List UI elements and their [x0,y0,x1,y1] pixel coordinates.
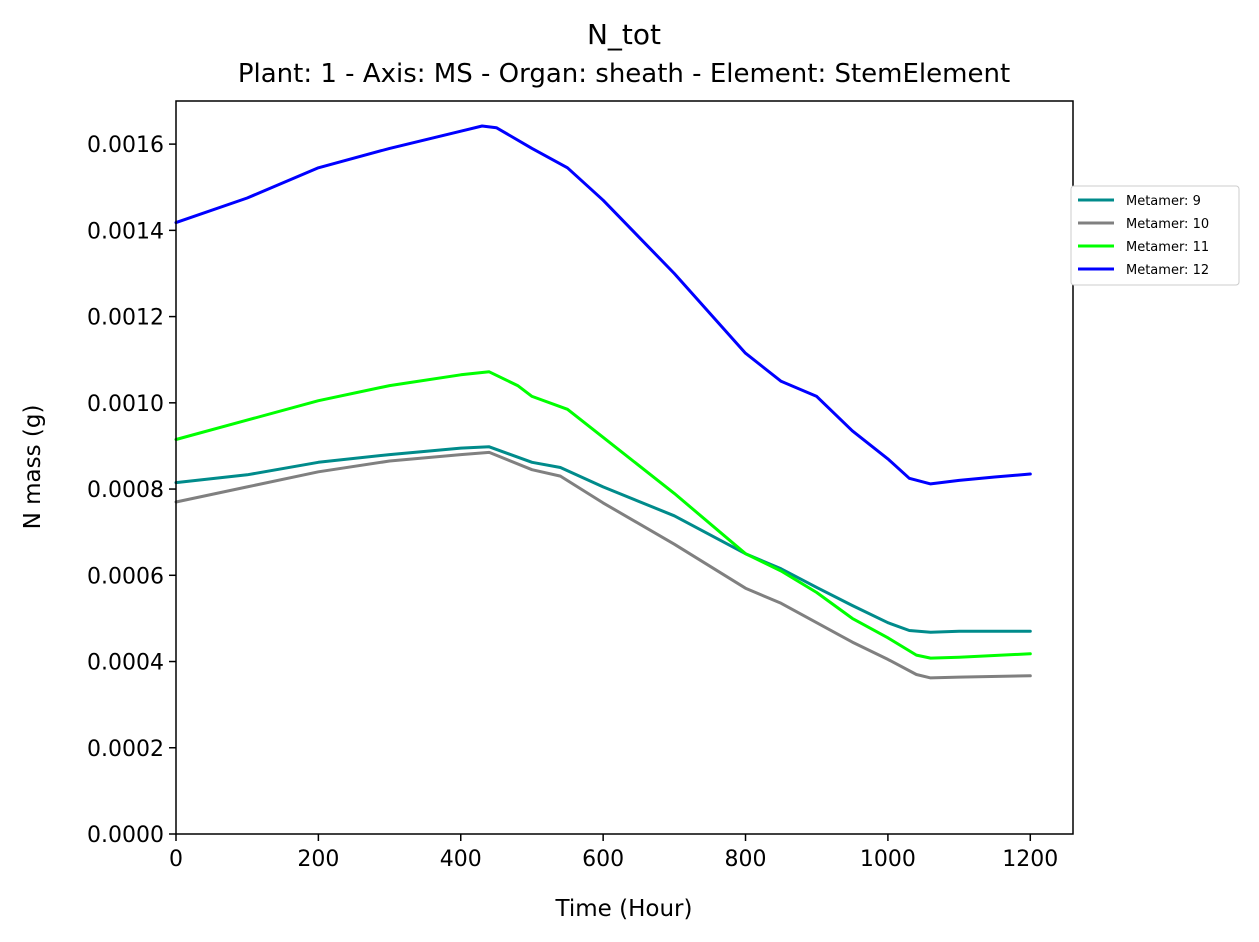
y-tick-label: 0.0012 [87,306,164,331]
x-tick-label: 1000 [860,847,916,872]
x-tick-label: 0 [169,847,183,872]
y-tick-label: 0.0000 [87,823,164,848]
y-axis: 0.0000 0.0002 0.0004 0.0006 0.0008 0.0010 0.00… [87,133,176,848]
y-tick-label: 0.0010 [87,392,164,417]
plot-area-frame [175,100,1074,835]
x-tick-label: 600 [582,847,624,872]
series-line-1 [174,445,1032,634]
series-line-4 [174,124,1032,486]
series-line-3 [174,370,1032,660]
x-tick-label: 800 [725,847,767,872]
legend-box [1070,185,1240,286]
series-layer [174,124,1032,680]
legend: Metamer: 9 Metamer: 10 Metamer: 11 Metamer:… [1070,185,1240,286]
y-tick-label: 0.0002 [87,737,164,762]
chart-subtitle: Plant: 1 - Axis: MS - Organ: sheath - El… [238,59,1010,89]
legend-label: Metamer: 10 [1126,217,1209,232]
x-tick-label: 1200 [1002,847,1058,872]
x-tick-label: 200 [297,847,339,872]
legend-label: Metamer: 9 [1126,194,1201,209]
y-axis-label: N mass (g) [20,405,46,530]
y-tick-label: 0.0014 [87,219,164,244]
y-tick-label: 0.0008 [87,478,164,503]
chart-title: N_tot [587,18,661,51]
x-tick-label: 400 [440,847,482,872]
y-tick-label: 0.0006 [87,564,164,589]
legend-label: Metamer: 11 [1126,240,1209,255]
x-axis-label: Time (Hour) [555,896,693,922]
y-tick-label: 0.0004 [87,651,164,676]
series-line-2 [174,450,1032,680]
legend-label: Metamer: 12 [1126,263,1209,278]
x-axis: 0 200 400 600 800 1000 1200 [169,834,1058,872]
y-tick-label: 0.0016 [87,133,164,158]
